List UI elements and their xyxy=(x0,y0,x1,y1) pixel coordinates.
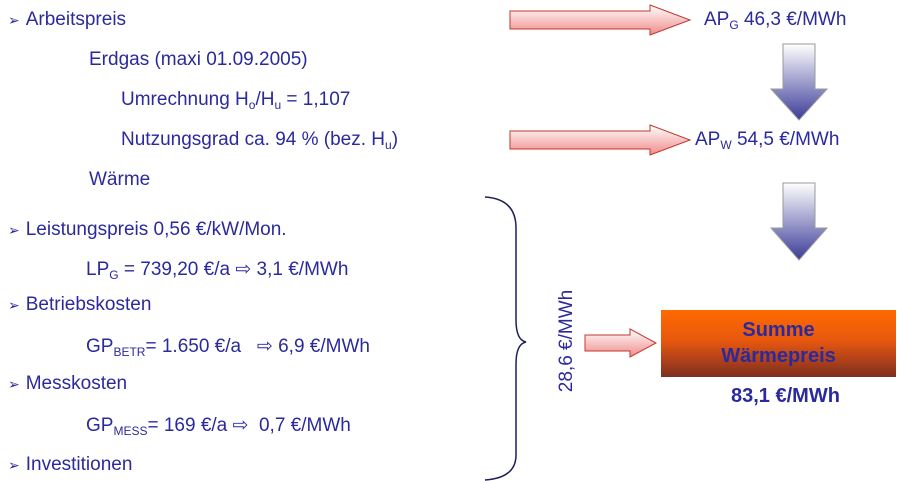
summe-value: 83,1 €/MWh xyxy=(731,385,840,407)
arrow-to-summe-icon xyxy=(584,328,658,358)
arrowhead-bullet-icon: ➢ xyxy=(8,12,20,28)
lp-line: LPG = 739,20 €/a ⇨ 3,1 €/MWh xyxy=(86,259,349,282)
umrechnung-label: Umrechnung Ho/Hu = 1,107 xyxy=(121,89,351,112)
item-leistungspreis: ➢ Leistungspreis 0,56 €/kW/Mon. xyxy=(8,219,287,240)
erdgas-label: Erdgas (maxi 01.09.2005) xyxy=(89,49,308,70)
ap-w-label: APW 54,5 €/MWh xyxy=(695,129,840,152)
item-messkosten: ➢ Messkosten xyxy=(8,373,128,394)
summe-line2: Wärmepreis xyxy=(721,345,836,367)
down-arrow-2-icon xyxy=(769,182,829,261)
item-investitionen: ➢ Investitionen xyxy=(8,454,133,475)
arrowhead-bullet-icon: ➢ xyxy=(8,297,20,313)
item-arbeitspreis: ➢ Arbeitspreis xyxy=(8,9,126,31)
arrowhead-bullet-icon: ➢ xyxy=(8,222,20,238)
arrow-to-ap-w-icon xyxy=(509,124,692,156)
arbeitspreis-label: Arbeitspreis xyxy=(25,9,127,30)
arrowhead-bullet-icon: ➢ xyxy=(8,457,20,473)
ap-g-label: APG 46,3 €/MWh xyxy=(704,9,847,32)
gp-betr-line: GPBETR= 1.650 €/a ⇨ 6,9 €/MWh xyxy=(86,336,370,359)
arrowhead-bullet-icon: ➢ xyxy=(8,376,20,392)
sum-rotated-label: 28,6 €/MWh xyxy=(556,289,577,393)
down-arrow-1-icon xyxy=(769,43,829,121)
curly-brace-icon xyxy=(484,196,527,481)
summe-line1: Summe xyxy=(742,319,815,341)
gp-mess-line: GPMESS= 169 €/a ⇨ 0,7 €/MWh xyxy=(86,415,351,438)
summe-box xyxy=(661,310,896,377)
waerme-label: Wärme xyxy=(89,169,151,190)
nutzungsgrad-label: Nutzungsgrad ca. 94 % (bez. Hu) xyxy=(121,129,399,152)
item-betriebskosten: ➢ Betriebskosten xyxy=(8,294,152,315)
arrow-to-ap-g-icon xyxy=(509,4,692,36)
